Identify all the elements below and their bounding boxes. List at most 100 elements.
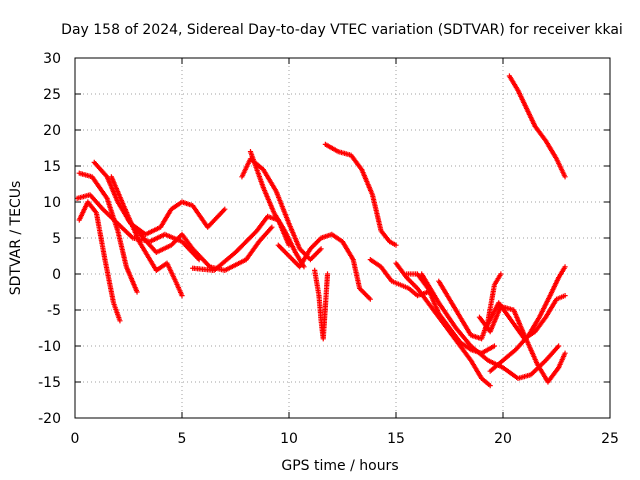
data-point-marker — [177, 238, 184, 244]
data-point-marker — [113, 219, 120, 225]
data-point-marker — [467, 356, 473, 362]
data-point-marker — [366, 295, 372, 301]
x-tick-label: 0 — [71, 431, 80, 447]
data-point-marker — [356, 284, 362, 290]
data-point-marker — [491, 283, 497, 290]
data-point-marker — [209, 267, 216, 273]
data-point-marker — [135, 237, 142, 243]
data-point-marker — [467, 342, 473, 348]
data-point-marker — [349, 255, 355, 261]
data-point-marker — [561, 265, 567, 271]
data-point-marker — [369, 190, 375, 196]
data-point-marker — [484, 356, 490, 362]
x-tick-label: 15 — [387, 431, 405, 447]
series-track-4 — [91, 159, 228, 237]
data-point-marker — [560, 293, 566, 299]
data-point-marker — [128, 234, 135, 240]
data-point-marker — [281, 226, 287, 233]
data-point-marker — [554, 344, 561, 350]
data-point-marker — [546, 294, 552, 300]
y-tick-label: 10 — [43, 195, 61, 211]
series-track-12 — [322, 141, 399, 248]
data-point-marker — [435, 298, 441, 304]
chart-title: Day 158 of 2024, Sidereal Day-to-day VTE… — [61, 22, 623, 38]
data-point-marker — [317, 247, 323, 253]
y-axis-label: SDTVAR / TECUs — [8, 181, 24, 296]
data-point-marker — [292, 248, 298, 254]
data-point-marker — [285, 252, 291, 258]
data-point-marker — [385, 237, 392, 243]
y-tick-label: 30 — [43, 51, 61, 67]
data-point-marker — [561, 352, 567, 358]
data-point-marker — [561, 172, 567, 178]
data-point-marker — [172, 277, 178, 283]
data-point-marker — [507, 316, 514, 323]
data-point-marker — [272, 187, 278, 193]
data-point-marker — [334, 148, 340, 154]
data-point-marker — [498, 364, 505, 370]
x-axis-label: GPS time / hours — [281, 458, 398, 474]
data-point-marker — [446, 295, 452, 301]
y-tick-label: 5 — [52, 231, 61, 247]
data-point-marker — [110, 298, 116, 304]
data-point-marker — [435, 309, 441, 315]
data-point-marker — [114, 226, 120, 232]
y-tick-label: -10 — [38, 339, 61, 355]
data-point-marker — [118, 197, 125, 204]
data-point-marker — [178, 291, 184, 297]
series-track-11 — [312, 267, 331, 342]
data-point-marker — [535, 315, 542, 322]
data-point-marker — [497, 272, 503, 279]
data-point-marker — [486, 381, 492, 387]
data-point-marker — [133, 287, 140, 294]
y-tick-label: 0 — [52, 267, 61, 283]
data-point-marker — [555, 276, 561, 282]
data-markers — [74, 73, 568, 389]
data-point-marker — [424, 298, 430, 305]
data-point-marker — [103, 173, 109, 179]
data-point-marker — [542, 136, 548, 143]
data-point-marker — [358, 165, 364, 171]
data-point-marker — [413, 291, 419, 297]
data-point-marker — [167, 243, 173, 249]
y-tick-label: -15 — [38, 375, 61, 391]
data-point-marker — [542, 315, 548, 322]
data-point-marker — [523, 104, 529, 110]
y-tick-label: 15 — [43, 159, 61, 175]
data-point-marker — [526, 372, 532, 378]
data-point-marker — [452, 324, 458, 330]
axes: 0 5 10 15 20 25 30 25 20 15 10 5 0 -5 -10 -15 -20 — [38, 51, 619, 447]
series-track-9 — [239, 156, 324, 263]
data-point-marker — [395, 281, 402, 287]
data-point-marker — [404, 285, 410, 291]
data-point-marker — [324, 273, 331, 279]
data-point-marker — [555, 366, 561, 372]
data-point-marker — [388, 277, 394, 283]
data-point-marker — [285, 219, 291, 225]
series-track-17 — [419, 271, 562, 381]
data-point-marker — [317, 236, 323, 242]
data-point-marker — [296, 244, 302, 250]
x-tick-label: 25 — [601, 431, 619, 447]
data-point-marker — [103, 194, 109, 200]
data-point-marker — [85, 192, 91, 198]
data-point-marker — [260, 183, 266, 189]
series-track-21 — [506, 73, 568, 180]
data-point-marker — [456, 313, 462, 319]
data-point-marker — [391, 241, 397, 247]
data-point-marker — [378, 226, 384, 232]
data-point-marker — [270, 208, 276, 214]
data-point-marker — [221, 207, 227, 213]
data-point-marker — [445, 324, 452, 330]
series-track-5 — [108, 174, 185, 299]
data-point-marker — [531, 122, 537, 128]
data-point-marker — [413, 271, 419, 277]
series-track-10 — [275, 231, 373, 302]
data-point-marker — [116, 316, 122, 322]
x-tick-label: 20 — [494, 431, 512, 447]
data-point-marker — [123, 262, 129, 268]
data-point-marker — [490, 344, 496, 350]
data-point-marker — [92, 208, 98, 215]
y-tick-label: 20 — [43, 123, 61, 139]
